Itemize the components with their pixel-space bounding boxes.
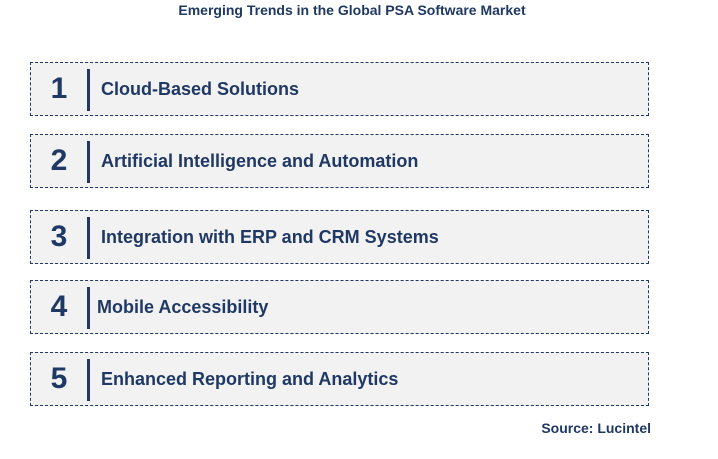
source-note: Source: Lucintel (541, 420, 651, 436)
trend-item-2: 2 Artificial Intelligence and Automation (30, 134, 649, 188)
trend-item-3: 3 Integration with ERP and CRM Systems (30, 210, 649, 264)
trend-number: 3 (50, 220, 68, 253)
trend-label: Cloud-Based Solutions (101, 78, 299, 99)
diagram-title: Emerging Trends in the Global PSA Softwa… (178, 2, 526, 18)
divider-bar (87, 287, 90, 329)
divider-bar (87, 141, 90, 183)
trend-number: 5 (50, 362, 68, 395)
trend-label: Artificial Intelligence and Automation (101, 150, 419, 171)
divider-bar (87, 69, 90, 111)
trend-number: 1 (50, 72, 68, 105)
trend-item-1: 1 Cloud-Based Solutions (30, 62, 649, 116)
trend-number: 4 (50, 290, 68, 323)
trend-label: Integration with ERP and CRM Systems (101, 226, 439, 247)
trend-label: Mobile Accessibility (97, 296, 269, 317)
divider-bar (87, 359, 90, 401)
divider-bar (87, 217, 90, 259)
trend-item-5: 5 Enhanced Reporting and Analytics (30, 352, 649, 406)
trend-item-4: 4 Mobile Accessibility (30, 280, 649, 334)
trend-number: 2 (50, 144, 68, 177)
trend-label: Enhanced Reporting and Analytics (101, 368, 399, 389)
